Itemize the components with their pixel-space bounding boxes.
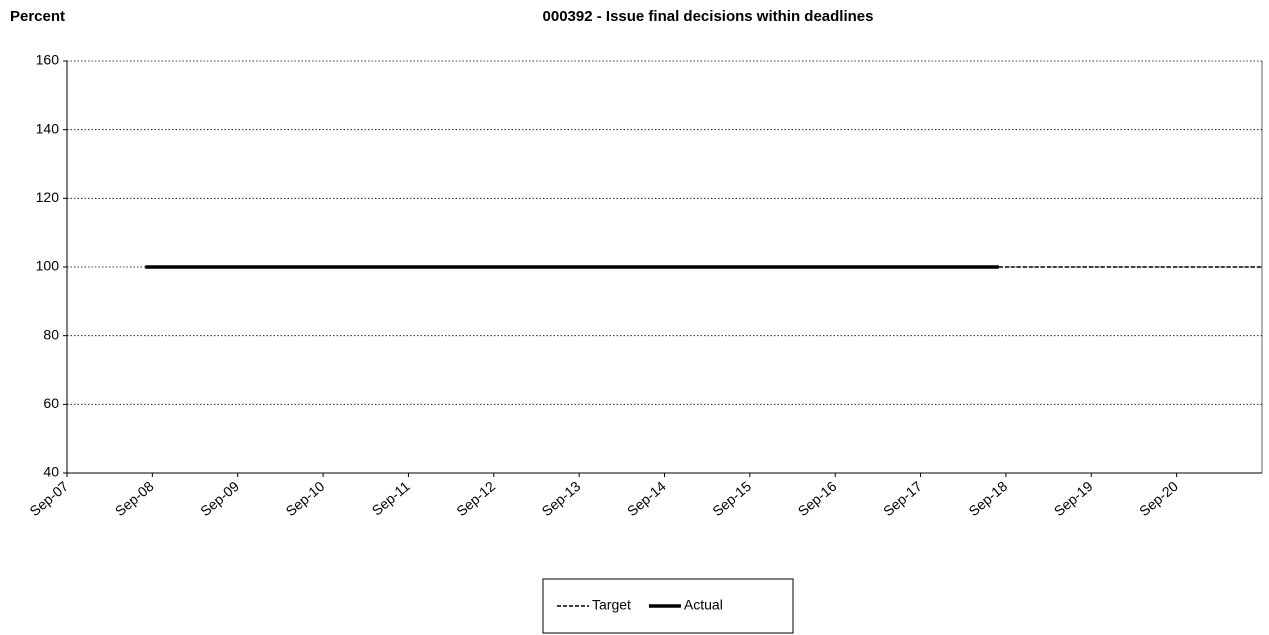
x-tick-label: Sep-17 [880, 478, 925, 519]
y-tick-label: 120 [36, 189, 60, 205]
y-tick-label: 40 [43, 464, 59, 480]
y-axis-label: Percent [10, 8, 65, 25]
x-tick-label: Sep-07 [26, 478, 71, 519]
x-tick-label: Sep-14 [624, 478, 669, 519]
x-tick-label: Sep-12 [453, 478, 498, 519]
legend-label: Target [592, 597, 631, 613]
y-tick-label: 160 [36, 52, 60, 68]
x-tick-label: Sep-13 [539, 478, 584, 519]
x-tick-label: Sep-20 [1136, 478, 1181, 519]
y-tick-label: 140 [36, 120, 60, 136]
chart-title: 000392 - Issue final decisions within de… [543, 8, 874, 25]
x-tick-label: Sep-19 [1051, 478, 1096, 519]
x-tick-label: Sep-11 [369, 478, 413, 519]
x-tick-label: Sep-09 [197, 478, 242, 519]
y-tick-label: 60 [43, 395, 59, 411]
y-tick-label: 80 [43, 326, 59, 342]
y-tick-label: 100 [36, 258, 60, 274]
legend-label: Actual [684, 597, 723, 613]
x-tick-label: Sep-08 [112, 478, 157, 519]
x-tick-label: Sep-18 [965, 478, 1010, 519]
x-tick-label: Sep-10 [283, 478, 328, 519]
x-tick-label: Sep-16 [795, 478, 840, 519]
x-tick-label: Sep-15 [709, 478, 754, 519]
